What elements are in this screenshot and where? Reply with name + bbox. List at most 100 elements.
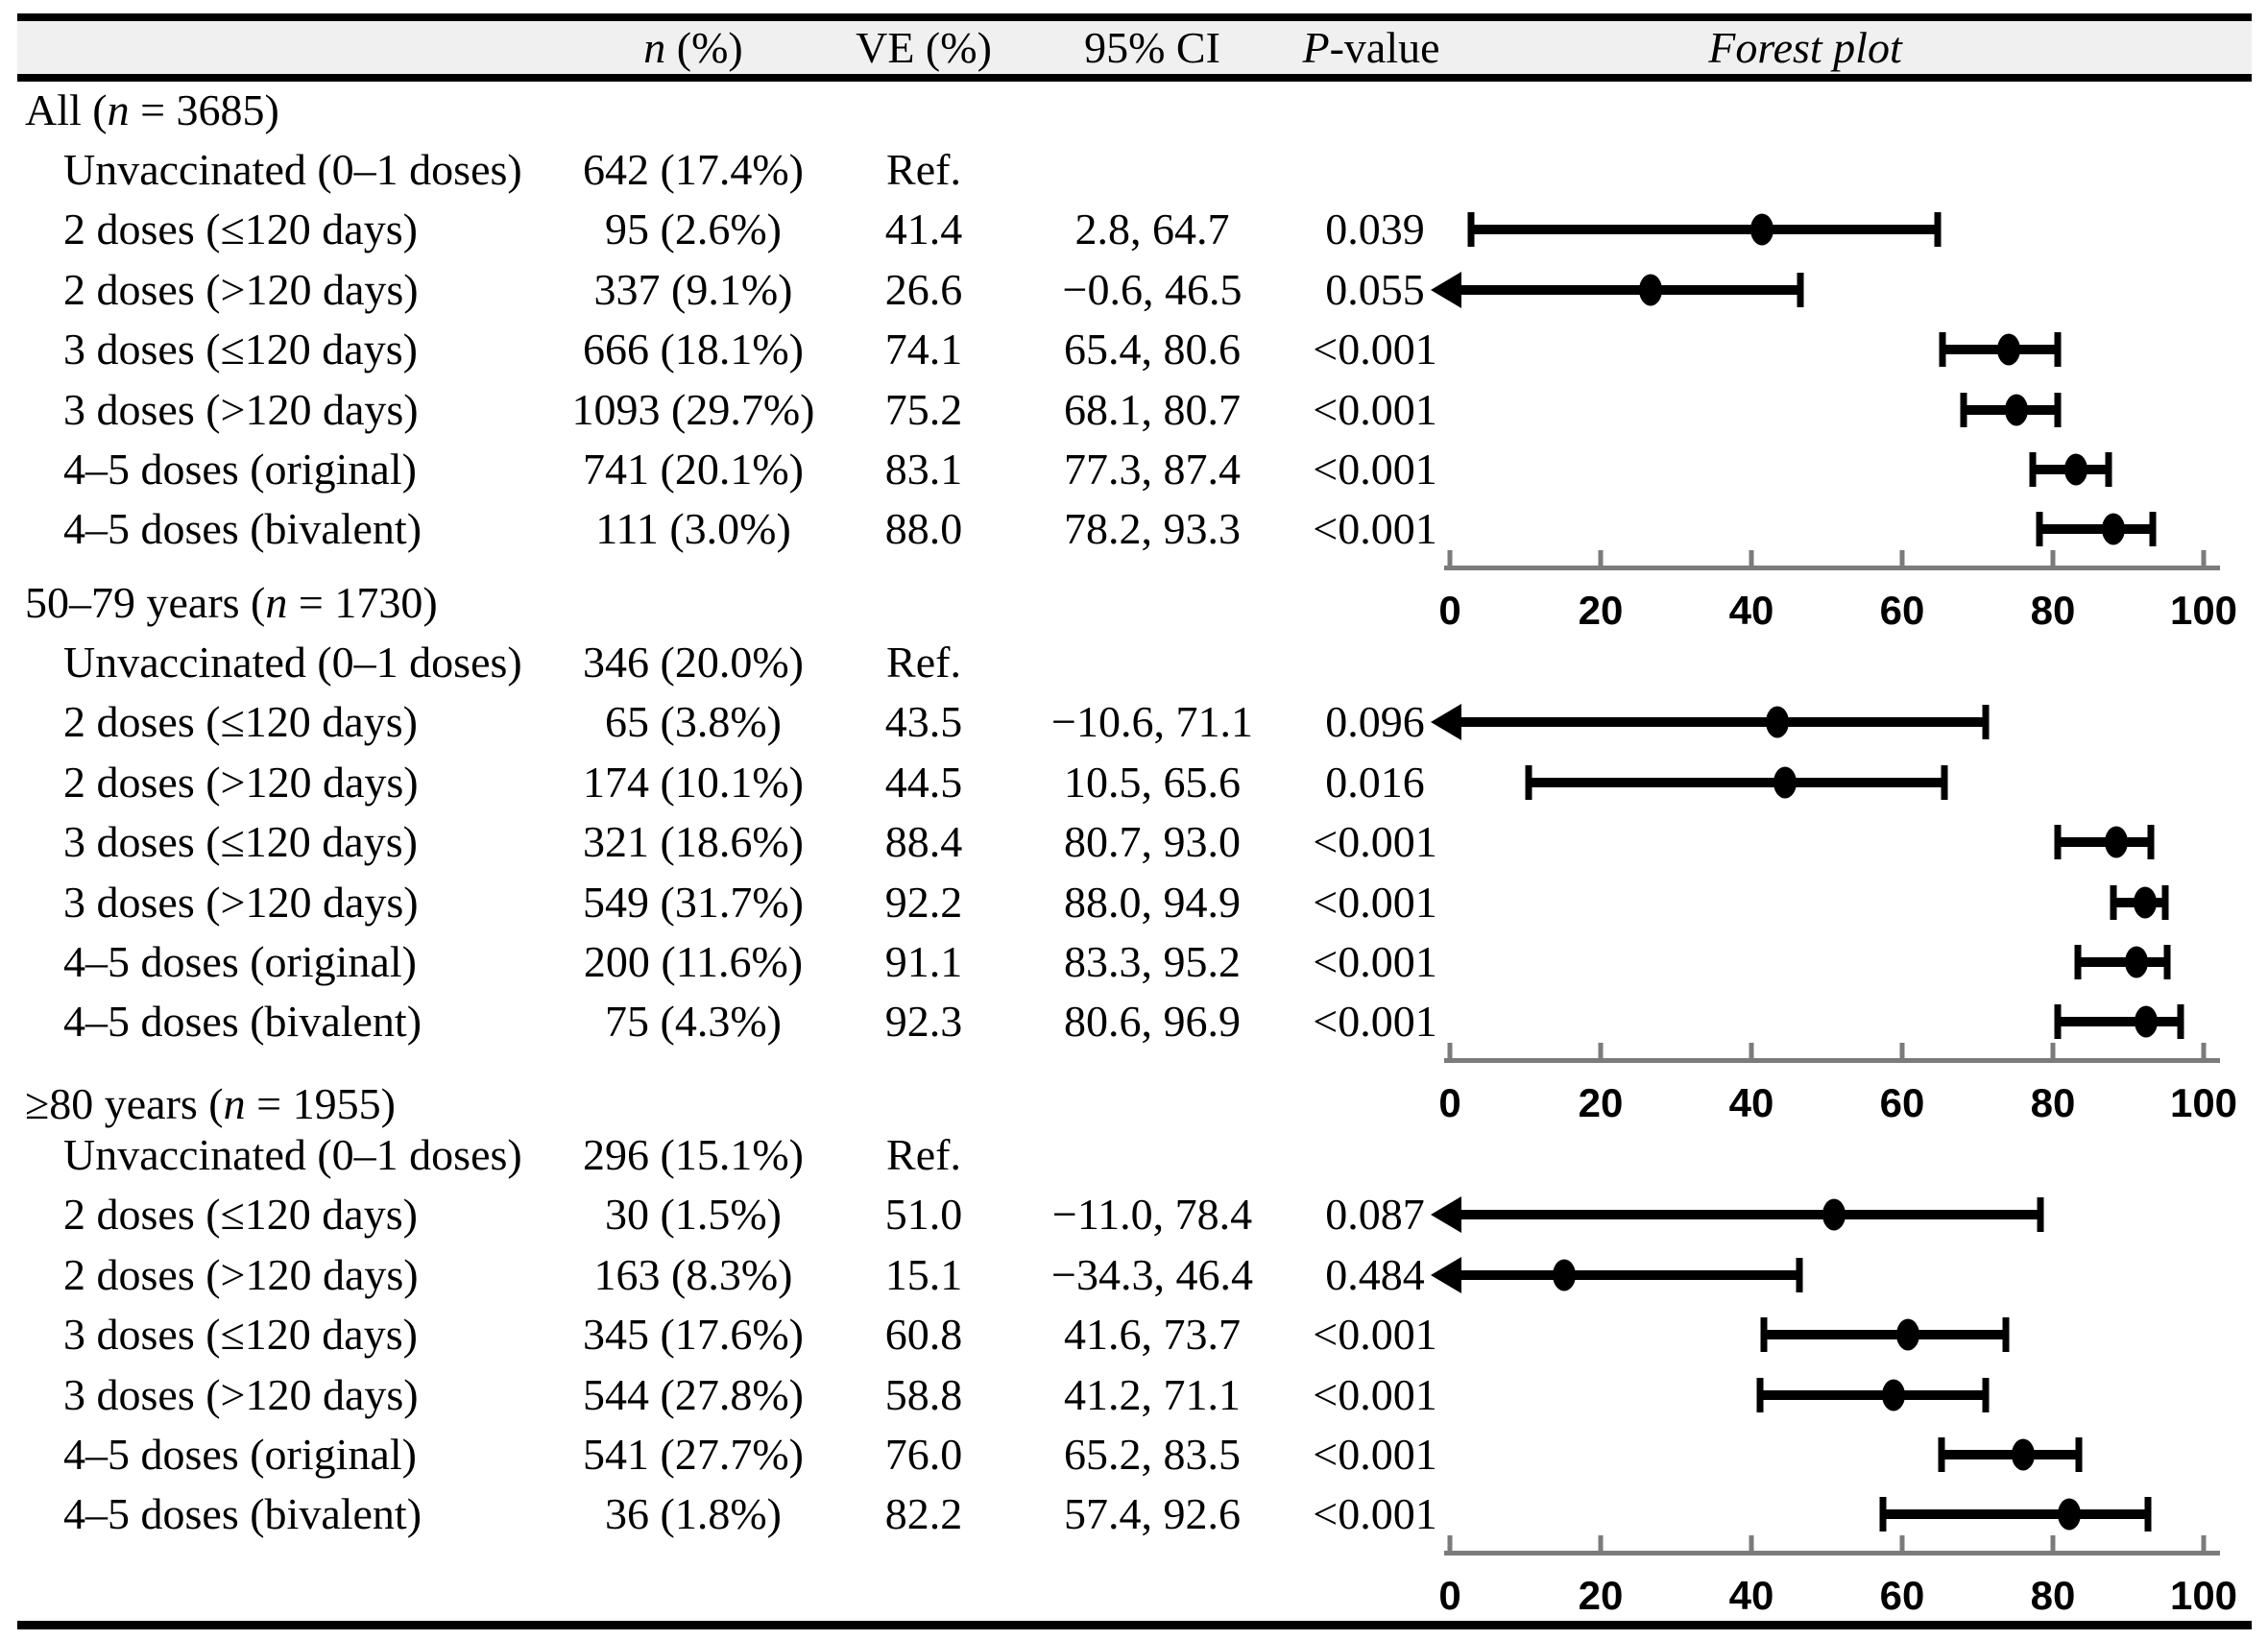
section-header-pre: 50–79 years ( — [25, 578, 266, 627]
n-cell: 111 (3.0%) — [595, 504, 791, 554]
ve-cell: 75.2 — [884, 384, 963, 434]
axis-tick-label: 100 — [2169, 1080, 2238, 1126]
point-estimate-dot — [1996, 333, 2020, 366]
ci-cap-right — [2075, 1437, 2083, 1472]
section-header-n-italic: n — [265, 578, 288, 627]
p-cell: <0.001 — [1313, 1310, 1437, 1360]
ci-cap-right — [1982, 705, 1990, 740]
point-estimate-dot — [2133, 886, 2157, 919]
row-label: 4–5 doses (bivalent) — [63, 504, 422, 554]
ci-cap-left — [2029, 452, 2037, 487]
ci-cell: −11.0, 78.4 — [1051, 1190, 1253, 1240]
ci-cell: 10.5, 65.6 — [1064, 757, 1241, 807]
ci-cell: 80.7, 93.0 — [1064, 817, 1241, 867]
p-cell: <0.001 — [1313, 1489, 1437, 1539]
point-estimate-dot — [2104, 826, 2128, 858]
p-cell: <0.001 — [1313, 325, 1437, 374]
point-estimate-dot — [1881, 1379, 1905, 1411]
top-rule — [17, 13, 2252, 21]
ci-cap-left — [2036, 512, 2043, 547]
axis-tick — [1899, 550, 1905, 567]
column-header-n: n (%) — [643, 26, 742, 70]
n-cell: 36 (1.8%) — [605, 1489, 782, 1539]
ci-cell: 68.1, 80.7 — [1064, 384, 1241, 434]
n-cell: 200 (11.6%) — [583, 937, 804, 986]
axis-tick-label: 40 — [1728, 1080, 1774, 1126]
p-cell: 0.055 — [1325, 264, 1425, 314]
ci-bar — [2058, 837, 2152, 848]
ve-cell: 74.1 — [884, 325, 963, 374]
ci-cap-left — [1879, 1497, 1887, 1532]
point-estimate-dot — [1896, 1318, 1920, 1351]
ci-cap-right — [2054, 332, 2062, 368]
ci-cell: 77.3, 87.4 — [1064, 445, 1241, 494]
ve-cell: 88.4 — [884, 817, 963, 867]
ve-cell: 15.1 — [884, 1249, 963, 1299]
point-estimate-dot — [1773, 766, 1798, 799]
ci-bar — [1446, 284, 1801, 295]
axis-tick-label: 0 — [1438, 1573, 1461, 1619]
axis-line — [1444, 1551, 2220, 1556]
bottom-rule — [17, 1621, 2252, 1629]
axis-tick — [2201, 550, 2207, 567]
axis-tick — [1598, 1043, 1604, 1059]
header-rule — [17, 74, 2252, 82]
n-cell: 666 (18.1%) — [583, 325, 804, 374]
ci-bar — [1882, 1509, 2148, 1520]
point-estimate-dot — [2134, 1005, 2158, 1038]
ci-bar — [2077, 957, 2168, 967]
ci-cap-right — [2105, 452, 2112, 487]
row-label: Unvaccinated (0–1 doses) — [63, 1130, 522, 1179]
p-cell: 0.039 — [1325, 205, 1425, 254]
ci-cell: 2.8, 64.7 — [1074, 205, 1230, 254]
row-label: 2 doses (>120 days) — [63, 1249, 419, 1299]
point-estimate-dot — [2064, 453, 2088, 486]
ci-cell: −10.6, 71.1 — [1051, 697, 1253, 747]
point-estimate-dot — [2101, 513, 2125, 545]
n-cell: 75 (4.3%) — [605, 997, 782, 1047]
ci-cap-right — [1982, 1377, 1990, 1412]
ci-bar — [1763, 1330, 2006, 1340]
axis-tick-label: 60 — [1879, 1573, 1925, 1619]
ci-cap-right — [1797, 272, 1804, 307]
column-header-ve: VE (%) — [856, 23, 992, 72]
row-label: 3 doses (>120 days) — [63, 384, 419, 434]
point-estimate-dot — [2005, 394, 2029, 426]
p-cell: 0.087 — [1325, 1190, 1425, 1240]
row-label: 3 doses (>120 days) — [63, 1369, 419, 1419]
row-label: 2 doses (>120 days) — [63, 264, 419, 314]
section-header-post: = 1730) — [287, 578, 438, 627]
point-estimate-dot — [1749, 213, 1773, 246]
p-cell: <0.001 — [1313, 1369, 1437, 1419]
ve-cell: 26.6 — [884, 264, 963, 314]
ci-cap-right — [2161, 884, 2169, 920]
ve-cell: 91.1 — [884, 937, 963, 986]
point-estimate-dot — [2011, 1438, 2035, 1471]
point-estimate-dot — [2125, 946, 2149, 978]
ve-cell: 51.0 — [884, 1190, 963, 1240]
section-header-n-italic: n — [223, 1079, 246, 1128]
column-header-ci: 95% CI — [1084, 23, 1220, 72]
axis-tick — [1749, 1535, 1754, 1552]
section-header-post: = 1955) — [245, 1079, 396, 1128]
ci-cap-right — [2144, 1497, 2152, 1532]
axis-tick — [1899, 1535, 1905, 1552]
ve-cell: 76.0 — [884, 1430, 963, 1479]
ci-left-arrow-icon — [1431, 1256, 1461, 1293]
ve-cell: 44.5 — [884, 757, 963, 807]
row-label: Unvaccinated (0–1 doses) — [63, 638, 522, 687]
ci-cap-left — [1938, 1437, 1945, 1472]
header-band — [17, 21, 2252, 74]
n-cell: 544 (27.8%) — [583, 1369, 804, 1419]
ci-cell: 88.0, 94.9 — [1064, 877, 1241, 927]
ci-cell: 78.2, 93.3 — [1064, 504, 1241, 554]
ci-cap-left — [1939, 332, 1946, 368]
axis-tick — [1447, 1535, 1453, 1552]
ci-cap-right — [1934, 212, 1942, 248]
p-cell: <0.001 — [1313, 445, 1437, 494]
ci-cap-right — [2163, 945, 2171, 979]
ve-cell: 92.2 — [884, 877, 963, 927]
axis-tick — [2050, 1535, 2056, 1552]
p-cell: 0.096 — [1325, 697, 1425, 747]
row-label: 3 doses (≤120 days) — [63, 817, 418, 867]
